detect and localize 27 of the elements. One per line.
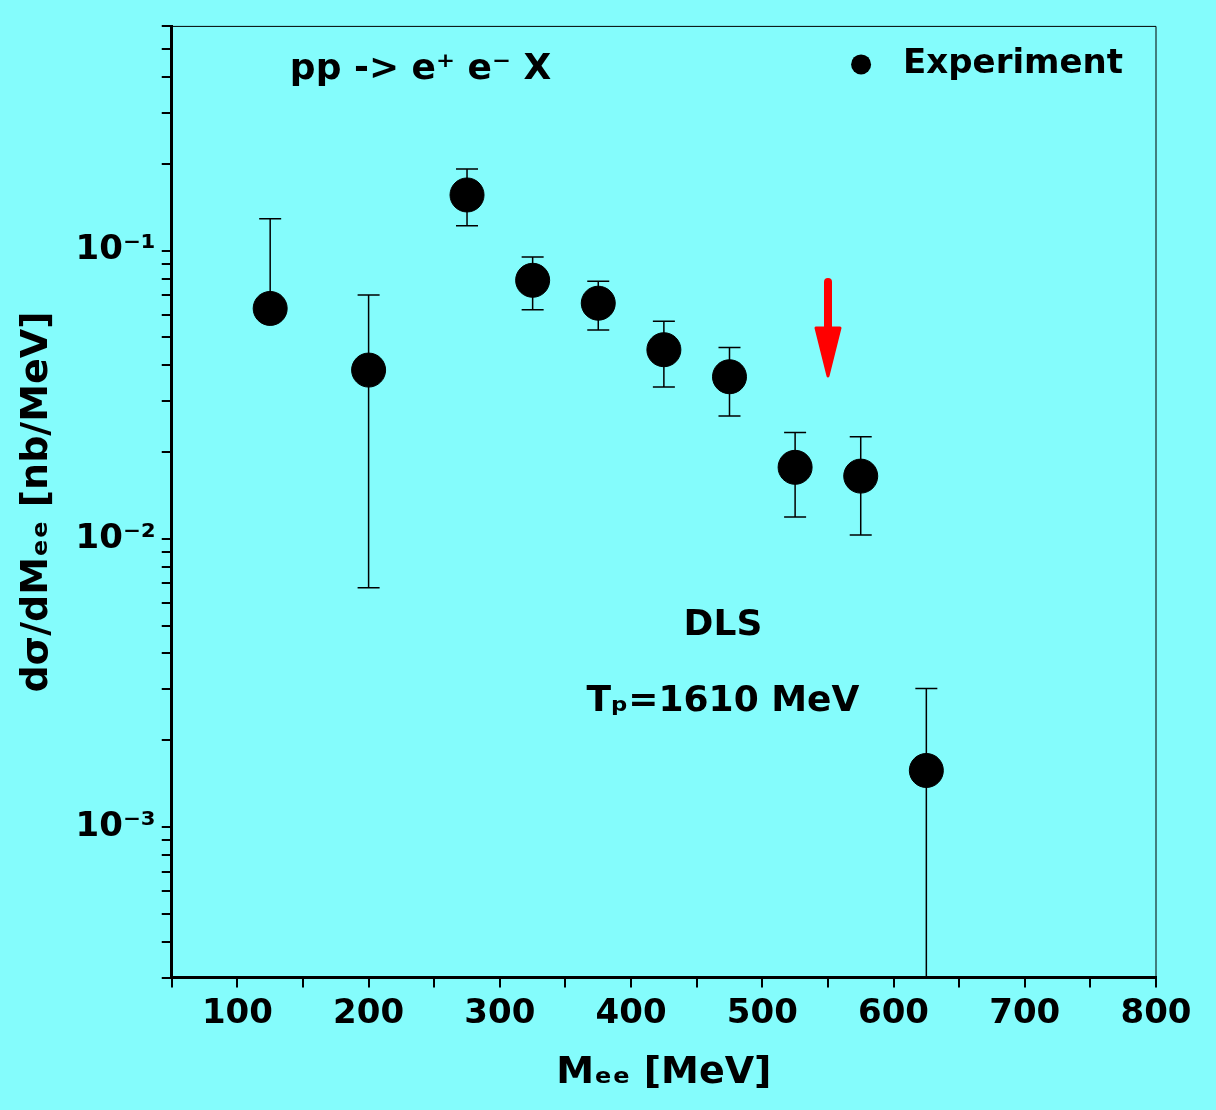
x-tick-label: 800 <box>1120 990 1192 1031</box>
y-axis-title: dσ/dMₑₑ [nb/MeV] <box>11 311 56 693</box>
y-tick-label: 10⁻² <box>75 515 156 556</box>
annotation: DLS <box>683 602 763 644</box>
y-tick-label: 10⁻³ <box>75 803 156 844</box>
x-tick-label: 100 <box>201 990 273 1031</box>
y-tick-label: 10⁻¹ <box>75 227 156 268</box>
x-tick-label: 600 <box>858 990 930 1031</box>
legend-label: Experiment <box>903 41 1123 82</box>
point <box>515 262 551 298</box>
point <box>711 359 747 395</box>
x-tick-label: 700 <box>989 990 1061 1031</box>
x-axis-title: Mₑₑ [MeV] <box>556 1048 772 1093</box>
point <box>351 352 387 388</box>
point <box>449 177 485 213</box>
point <box>843 458 879 494</box>
x-tick-label: 200 <box>333 990 405 1031</box>
point <box>777 449 813 485</box>
x-tick-label: 500 <box>726 990 798 1031</box>
annotation: pp -> e⁺ e⁻ X <box>289 45 552 87</box>
point <box>646 332 682 368</box>
point <box>580 285 616 321</box>
point <box>908 752 944 788</box>
x-tick-label: 400 <box>595 990 667 1031</box>
x-tick-label: 300 <box>464 990 536 1031</box>
point <box>252 290 288 326</box>
annotation: Tₚ=1610 MeV <box>586 678 860 720</box>
